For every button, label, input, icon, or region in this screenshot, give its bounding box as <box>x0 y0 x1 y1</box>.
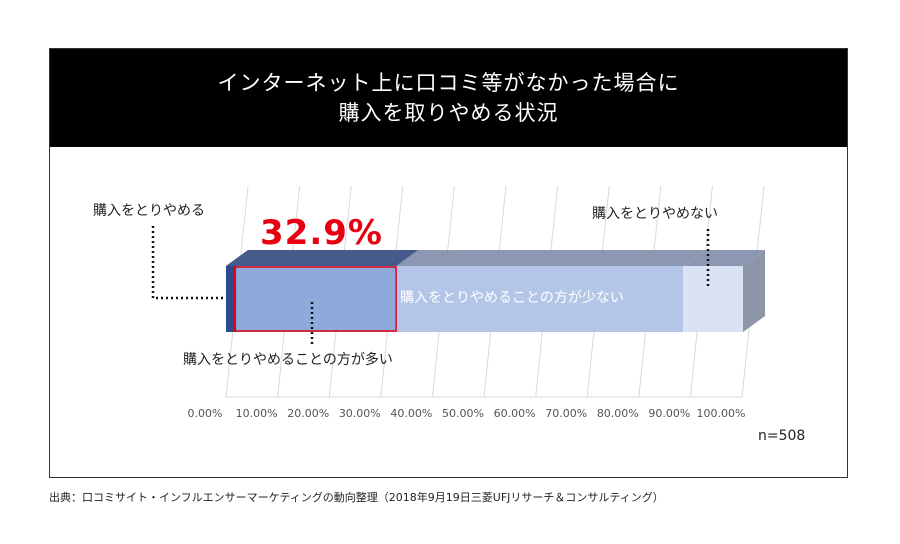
bar-segment <box>226 266 237 332</box>
bar-top-highlight <box>226 250 419 266</box>
x-tick-label: 0.00% <box>188 407 223 420</box>
bar-segment <box>683 266 743 332</box>
chart-title-bar: インターネット上に口コミ等がなかった場合に 購入を取りやめる状況 <box>50 49 847 147</box>
x-tick-label: 40.00% <box>390 407 432 420</box>
bar-segment <box>396 266 684 332</box>
label-not-stop-purchase: 購入をとりやめない <box>592 206 718 222</box>
source-citation: 出典：口コミサイト・インフルエンサーマーケティングの動向整理（2018年9月19… <box>49 491 664 504</box>
x-tick-label: 70.00% <box>545 407 587 420</box>
highlight-box <box>233 266 397 332</box>
x-tick-label: 60.00% <box>494 407 536 420</box>
label-stop-purchase: 購入をとりやめる <box>93 203 205 219</box>
chart-title-line-2: 購入を取りやめる状況 <box>338 101 559 125</box>
x-tick-label: 80.00% <box>597 407 639 420</box>
x-tick-label: 90.00% <box>648 407 690 420</box>
x-tick-label: 10.00% <box>236 407 278 420</box>
x-tick-label: 30.00% <box>339 407 381 420</box>
x-tick-label: 50.00% <box>442 407 484 420</box>
bar-segment-top <box>396 250 706 266</box>
leader-line-stop-purchase <box>151 226 224 300</box>
label-stop-purchase-rarely: 購入をとりやめることの方が少ない <box>400 290 624 306</box>
sample-size-label: n=508 <box>758 428 806 444</box>
bar-segment-top <box>683 250 765 266</box>
bar-side-face <box>743 250 765 332</box>
bar-segment <box>236 266 397 332</box>
label-stop-purchase-often: 購入をとりやめることの方が多い <box>183 352 393 368</box>
highlight-percentage: 32.9% <box>260 213 383 253</box>
x-tick-label: 20.00% <box>287 407 329 420</box>
chart-title-line-1: インターネット上に口コミ等がなかった場合に <box>217 71 680 95</box>
x-tick-label: 100.00% <box>697 407 746 420</box>
